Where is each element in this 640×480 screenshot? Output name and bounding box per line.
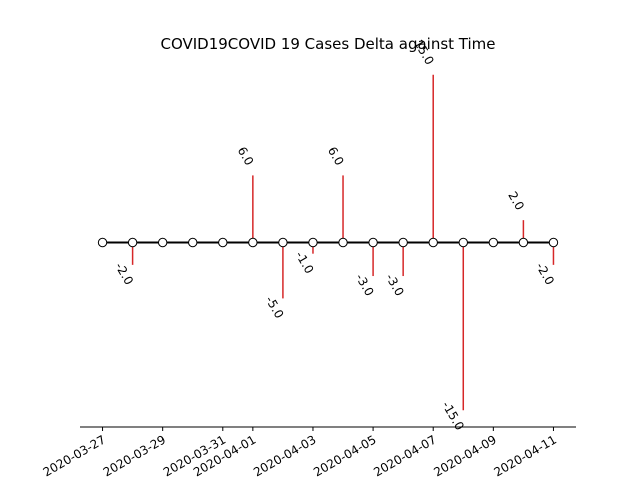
marker-2020-04-03 [308,237,318,248]
marker-2020-03-30 [188,237,198,248]
x-tick-label-2020-04-09: 2020-04-09 [431,432,498,479]
marker-2020-04-06 [398,237,408,248]
marker-2020-04-09 [488,237,499,248]
data-label-2020-04-10: 2.0 [505,189,527,213]
x-tick-label-2020-03-27: 2020-03-27 [41,432,108,479]
marker-2020-03-27 [97,237,108,248]
marker-2020-03-29 [157,237,168,248]
marker-2020-04-07 [428,237,438,248]
markers-group [97,237,559,248]
x-tick-label-2020-04-03: 2020-04-03 [251,432,318,479]
x-tick-label-2020-04-11: 2020-04-11 [492,432,559,479]
x-tick-label-2020-04-05: 2020-04-05 [311,432,378,479]
chart-title: COVID19COVID 19 Cases Delta against Time [160,35,495,53]
x-tick-label-2020-04-07: 2020-04-07 [371,432,438,479]
data-labels-group: -2.06.0-5.0-1.06.0-3.0 -3.015.0-15.02.0-2… [112,37,557,433]
marker-2020-04-11 [548,237,559,248]
data-label-2020-04-04: 6.0 [325,144,347,168]
marker-2020-04-08 [458,237,468,248]
marker-2020-04-01 [248,237,258,248]
marker-2020-03-28 [127,237,138,248]
marker-2020-04-05 [368,237,378,248]
x-ticks-group: 2020-03-272020-03-292020-03-312020-04-01… [41,427,559,479]
data-label-2020-04-01: 6.0 [235,144,257,168]
x-tick-label-2020-03-29: 2020-03-29 [101,432,168,479]
marker-2020-04-02 [278,237,288,248]
marker-2020-03-31 [218,237,228,248]
marker-2020-04-04 [338,237,348,248]
marker-2020-04-10 [518,237,529,248]
